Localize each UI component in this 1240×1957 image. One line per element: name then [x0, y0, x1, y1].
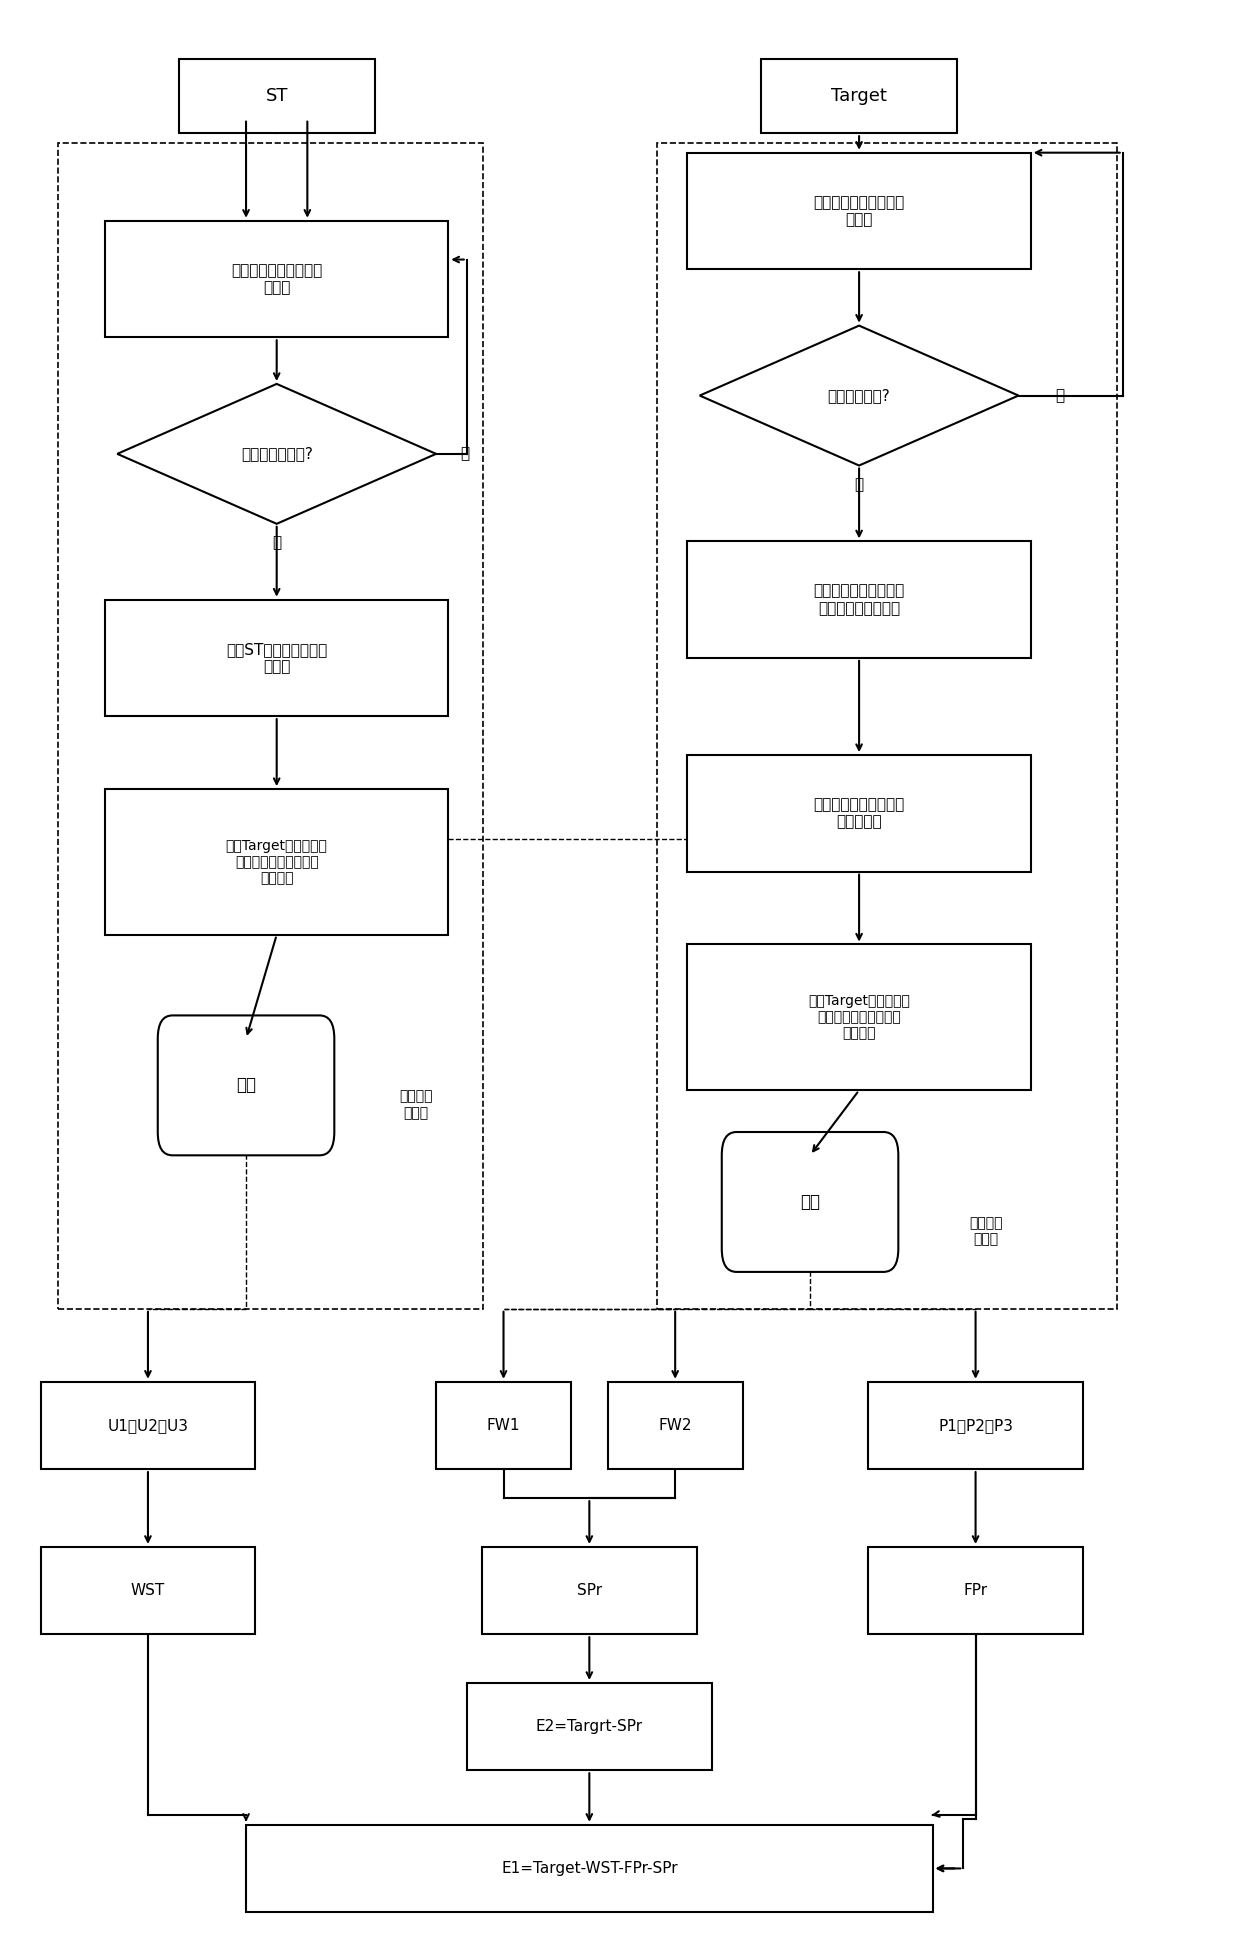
Bar: [41, 1382, 255, 1470]
Text: FW1: FW1: [487, 1419, 521, 1433]
Bar: [105, 789, 449, 935]
Text: 快速进料、获取实时物
料重量: 快速进料、获取实时物 料重量: [813, 196, 905, 227]
Bar: [868, 1546, 1083, 1634]
Text: 第二次进
料试验: 第二次进 料试验: [970, 1215, 1003, 1247]
Text: 结束: 结束: [800, 1194, 820, 1211]
Text: 达到Target时停止慢速
进料，稳定后获取实时
物料重量: 达到Target时停止慢速 进料，稳定后获取实时 物料重量: [808, 994, 910, 1041]
Bar: [687, 755, 1030, 871]
Bar: [41, 1546, 255, 1634]
Text: 第一次进
料试验: 第一次进 料试验: [399, 1090, 433, 1119]
Text: 达到第一预设值?: 达到第一预设值?: [241, 446, 312, 462]
Bar: [105, 599, 449, 716]
Bar: [687, 542, 1030, 658]
Bar: [179, 59, 374, 133]
Bar: [868, 1382, 1083, 1470]
Text: P1、P2、P3: P1、P2、P3: [939, 1419, 1013, 1433]
Text: 达到Target时停止慢速
进料，稳定后获取实时
物料重量: 达到Target时停止慢速 进料，稳定后获取实时 物料重量: [226, 840, 327, 885]
Bar: [105, 221, 449, 337]
Text: 达到预设重量?: 达到预设重量?: [828, 387, 890, 403]
FancyBboxPatch shape: [722, 1131, 898, 1272]
Text: 继续慢速进料、获取实
时物料重量: 继续慢速进料、获取实 时物料重量: [813, 796, 905, 830]
Text: E2=Targrt-SPr: E2=Targrt-SPr: [536, 1718, 642, 1734]
FancyBboxPatch shape: [157, 1016, 335, 1155]
Text: 否: 否: [460, 446, 470, 462]
Text: 是: 是: [272, 536, 281, 550]
Text: FW2: FW2: [658, 1419, 692, 1433]
Polygon shape: [118, 384, 436, 524]
Text: E1=Target-WST-FPr-SPr: E1=Target-WST-FPr-SPr: [501, 1861, 677, 1877]
Polygon shape: [699, 325, 1018, 466]
Text: 慢速进料、获取实时物
料重量: 慢速进料、获取实时物 料重量: [231, 262, 322, 296]
Text: WST: WST: [131, 1583, 165, 1599]
Text: ST: ST: [265, 88, 288, 106]
Text: U1、U2、U3: U1、U2、U3: [108, 1419, 188, 1433]
Bar: [608, 1382, 743, 1470]
Bar: [761, 59, 957, 133]
Text: 否: 否: [1055, 387, 1064, 403]
Bar: [436, 1382, 570, 1470]
Bar: [687, 153, 1030, 270]
Text: SPr: SPr: [577, 1583, 601, 1599]
Text: 停止快速进料，稳定后
获取快进料实时重量: 停止快速进料，稳定后 获取快进料实时重量: [813, 583, 905, 616]
Bar: [482, 1546, 697, 1634]
Bar: [58, 143, 482, 1309]
Text: 每隔ST获取一次实时物
料重量: 每隔ST获取一次实时物 料重量: [226, 642, 327, 673]
Text: Target: Target: [831, 88, 887, 106]
Text: 结束: 结束: [236, 1076, 255, 1094]
Text: 是: 是: [854, 478, 863, 491]
Bar: [687, 945, 1030, 1090]
Text: FPr: FPr: [963, 1583, 987, 1599]
Bar: [466, 1683, 712, 1771]
Bar: [246, 1824, 932, 1912]
Bar: [657, 143, 1116, 1309]
